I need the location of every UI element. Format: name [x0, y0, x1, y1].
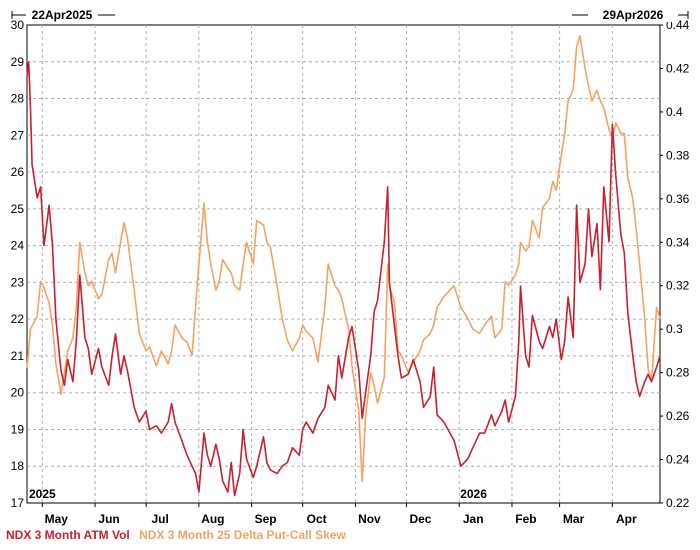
right-tick-label: 0.32 — [666, 279, 690, 293]
x-tick-label: Mar — [563, 512, 585, 526]
right-tick-label: 0.42 — [666, 61, 690, 75]
right-tick-label: 0.3 — [666, 322, 683, 336]
x-tick-label: Aug — [201, 512, 224, 526]
left-tick-label: 24 — [11, 239, 25, 253]
right-tick-label: 0.28 — [666, 366, 690, 380]
series-line-atm-vol — [26, 60, 661, 497]
left-tick-label: 30 — [11, 18, 25, 32]
x-tick-label: Jun — [98, 512, 119, 526]
left-tick-label: 22 — [11, 312, 25, 326]
x-tick-label: Jan — [463, 512, 484, 526]
plot-area — [26, 24, 661, 504]
x-tick-label: Nov — [358, 512, 381, 526]
left-tick-label: 25 — [11, 202, 25, 216]
left-tick-label: 21 — [11, 349, 25, 363]
right-tick-label: 0.4 — [666, 105, 683, 119]
left-tick-label: 19 — [11, 422, 25, 436]
right-tick-label: 0.38 — [666, 148, 690, 162]
left-tick-label: 17 — [11, 496, 25, 510]
left-tick-label: 18 — [11, 459, 25, 473]
left-tick-label: 23 — [11, 275, 25, 289]
year-label: 2026 — [460, 487, 487, 501]
legend-entry-put-call-skew: NDX 3 Month 25 Delta Put-Call Skew — [139, 528, 346, 542]
x-tick-label: Apr — [616, 512, 637, 526]
right-tick-label: 0.34 — [666, 235, 690, 249]
right-tick-label: 0.36 — [666, 192, 690, 206]
year-label: 2025 — [29, 487, 56, 501]
x-tick-label: Dec — [409, 512, 431, 526]
start-date-label: 22Apr2025 — [32, 8, 93, 22]
grid-layer — [27, 25, 660, 503]
right-tick-label: 0.26 — [666, 409, 690, 423]
end-date-label: 29Apr2026 — [603, 8, 664, 22]
right-tick-label: 0.22 — [666, 496, 690, 510]
x-tick-label: Jul — [151, 512, 168, 526]
legend-entry-atm-vol: NDX 3 Month ATM Vol — [6, 528, 130, 542]
left-tick-label: 26 — [11, 165, 25, 179]
x-tick-label: Sep — [255, 512, 277, 526]
left-tick-label: 27 — [11, 128, 25, 142]
right-tick-label: 0.24 — [666, 453, 690, 467]
left-tick-label: 28 — [11, 92, 25, 106]
legend: NDX 3 Month ATM Vol NDX 3 Month 25 Delta… — [6, 528, 352, 542]
left-tick-label: 20 — [11, 386, 25, 400]
series-line-put-call-skew — [26, 35, 661, 483]
x-tick-label: May — [45, 512, 69, 526]
date-range-header: 22Apr2025 29Apr2026 — [11, 6, 689, 22]
x-tick-label: Oct — [307, 512, 327, 526]
axis-layer: 17 18 19 20 21 22 23 24 25 26 27 28 29 30 0.22 0.24 0.26… — [11, 18, 690, 526]
left-tick-label: 29 — [11, 55, 25, 69]
series-layer — [26, 35, 661, 497]
x-tick-label: Feb — [515, 512, 536, 526]
